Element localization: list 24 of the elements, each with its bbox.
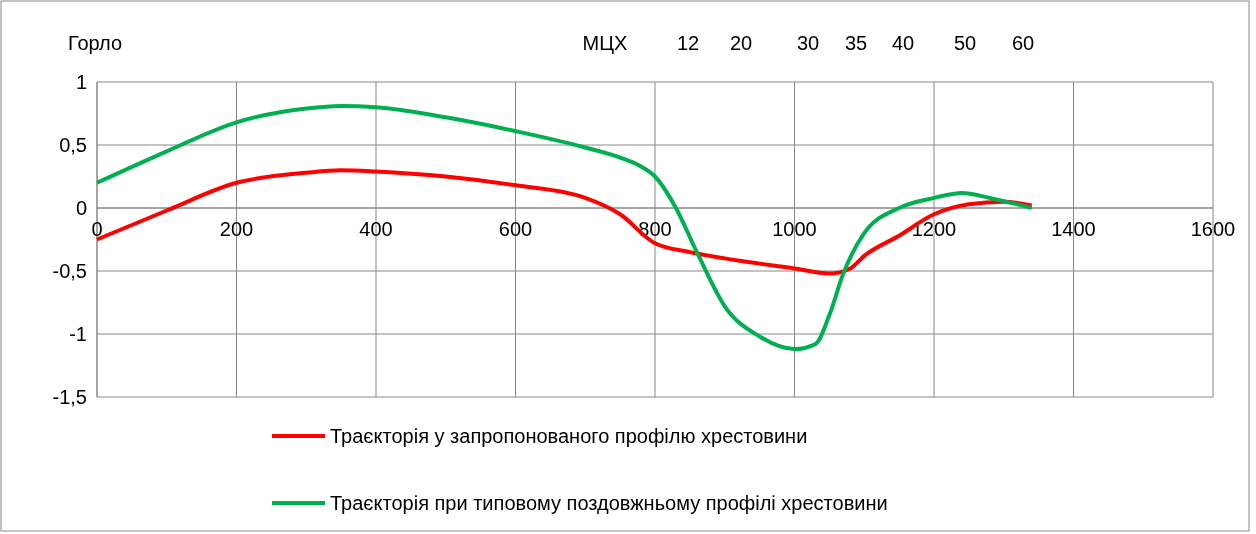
x-tick-label: 1000 [772, 218, 817, 240]
y-tick-label: -1,5 [52, 386, 87, 408]
text: 50 [953, 32, 977, 54]
x-tick-label: 1600 [1190, 218, 1236, 240]
y-tick-label: 0,5 [59, 134, 87, 156]
text: 60 [1011, 32, 1035, 54]
y-tick-label: 1 [75, 71, 87, 93]
x-tick-label: 200 [219, 218, 254, 240]
text: Горло [67, 32, 123, 54]
x-tick-label: 0 [91, 218, 103, 240]
text: 35 [844, 32, 868, 54]
text: 12 [676, 32, 700, 54]
x-tick-label: 400 [359, 218, 393, 240]
x-tick-label: 1400 [1051, 218, 1096, 240]
text: МЦХ [582, 32, 628, 54]
legend-label: Траєкторія у запропонованого профілю хрестовини [330, 425, 808, 447]
text: 40 [891, 32, 915, 54]
legend-label: Траєкторія при типовому поздовжньому профілі хрестовини [330, 492, 888, 514]
text: 20 [729, 32, 753, 54]
text: 30 [796, 32, 820, 54]
y-tick-label: 0 [75, 197, 87, 219]
y-tick-label: -1 [69, 323, 87, 345]
y-tick-label: -0,5 [52, 260, 87, 282]
x-tick-label: 600 [498, 218, 533, 240]
